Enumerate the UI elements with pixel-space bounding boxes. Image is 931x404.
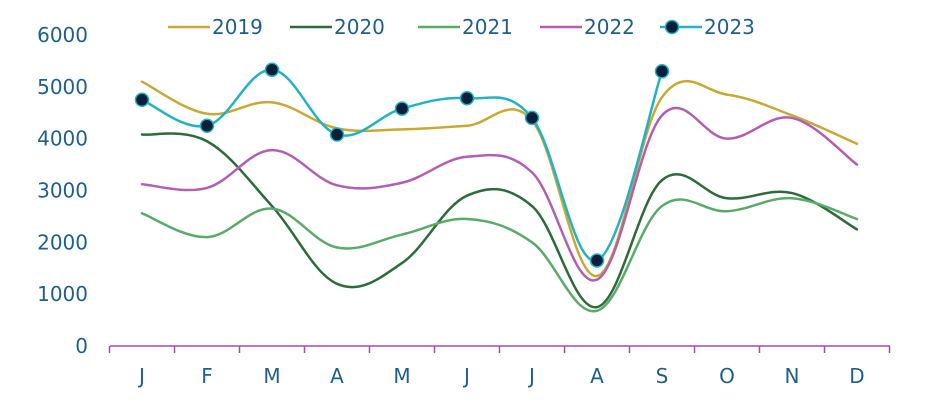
series-line-2023: [140, 68, 664, 262]
legend-marker: [664, 19, 680, 35]
series-marker-2023: [329, 127, 345, 142]
series-line-2021: [140, 197, 859, 313]
x-tick-label: J: [462, 364, 470, 388]
legend-label: 2021: [462, 15, 513, 39]
y-tick-label: 1000: [37, 282, 88, 306]
x-tick-label: D: [849, 364, 864, 388]
x-tick-label: O: [719, 364, 735, 388]
y-tick-label: 2000: [37, 230, 88, 254]
series-marker-2023: [134, 92, 150, 108]
y-axis-tick-labels: 0 1000 2000 3000 4000 5000 6000: [37, 23, 88, 358]
x-tick-label: S: [656, 364, 669, 388]
x-tick-label: A: [330, 364, 344, 388]
x-tick-label: A: [590, 364, 604, 388]
legend-label: 2022: [584, 15, 635, 39]
legend-item-2022: 2022: [540, 15, 635, 39]
y-tick-label: 0: [75, 334, 88, 358]
series-lines: [140, 68, 859, 313]
series-marker-2023: [524, 110, 540, 126]
y-tick-label: 6000: [37, 23, 88, 47]
series-marker-2023: [654, 64, 670, 79]
x-tick-label: J: [137, 364, 145, 388]
series-marker-2023: [199, 118, 215, 133]
legend-label: 2023: [704, 15, 755, 39]
series-marker-2023: [589, 253, 605, 268]
series-marker-2023: [394, 101, 410, 116]
x-tick-label: F: [201, 364, 213, 388]
x-tick-label: J: [527, 364, 535, 388]
legend-item-2023: 2023: [660, 15, 755, 39]
y-tick-label: 3000: [37, 179, 88, 203]
legend-item-2021: 2021: [418, 15, 513, 39]
y-tick-label: 4000: [37, 127, 88, 151]
series-line-2022: [140, 106, 859, 282]
series-marker-2023: [264, 62, 280, 77]
x-tick-label: M: [393, 364, 410, 388]
legend-label: 2020: [334, 15, 385, 39]
y-tick-label: 5000: [37, 75, 88, 99]
legend-item-2019: 2019: [168, 15, 263, 39]
series-line-2020: [140, 132, 859, 309]
legend-label: 2019: [212, 15, 263, 39]
series-marker-2023: [459, 90, 475, 106]
legend-item-2020: 2020: [290, 15, 385, 39]
legend: 2019 2020 2021 2022 2023: [168, 15, 755, 39]
x-tick-label: M: [263, 364, 280, 388]
series-markers: [134, 62, 670, 268]
x-tick-label: N: [785, 364, 800, 388]
